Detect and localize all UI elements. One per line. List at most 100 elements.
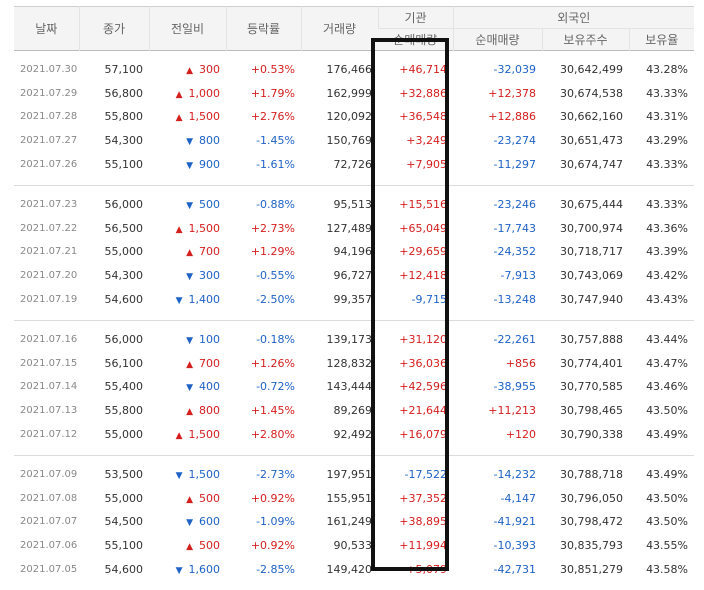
foreign-net-cell: -42,731 [493,562,536,576]
date-cell: 2021.07.12 [20,428,78,440]
foreign-net-cell: -23,274 [493,134,536,148]
volume-cell: 90,533 [333,538,373,552]
change-cell: ▲ 500 [149,534,226,558]
close-cell: 56,000 [104,333,144,347]
foreign-net-cell: -32,039 [493,63,536,77]
holdings-cell: 30,700,974 [560,221,623,235]
change-cell: ▼ 1,500 [149,463,226,487]
holdings-cell: 30,642,499 [560,63,623,77]
volume-cell: 128,832 [326,356,373,370]
institution-net-cell: +37,352 [399,491,447,505]
rate-cell: -2.50% [256,292,295,306]
close-cell: 56,100 [104,356,144,370]
holdings-cell: 30,798,472 [560,515,623,529]
change-value: 1,600 [188,562,221,576]
down-triangle-icon: ▼ [175,295,183,306]
holding-rate-cell: 43.46% [646,380,689,394]
institution-net-cell: +46,714 [399,63,447,77]
change-cell: ▲ 700 [149,352,226,376]
table-row: 2021.07.22 56,500 ▲ 1,500 +2.73% 127,489 +65,0… [14,217,694,241]
holding-rate-cell: 43.43% [646,292,689,306]
header-holdings: 보유주수 [541,28,629,51]
change-value: 500 [199,491,220,505]
foreign-net-cell: -23,246 [493,198,536,212]
date-cell: 2021.07.28 [20,111,78,123]
up-triangle-icon: ▲ [175,89,183,100]
date-cell: 2021.07.07 [20,516,78,528]
header-volume: 거래량 [300,6,378,51]
change-value: 1,500 [188,110,221,124]
change-cell: ▼ 500 [149,193,226,217]
institution-net-cell: +16,079 [399,427,447,441]
down-triangle-icon: ▼ [186,201,193,212]
close-cell: 55,000 [104,427,144,441]
foreign-net-cell: +120 [505,427,536,441]
group-divider [14,310,695,321]
holdings-cell: 30,675,444 [560,198,623,212]
holding-rate-cell: 43.55% [646,538,689,552]
change-value: 800 [199,134,220,148]
down-triangle-icon: ▼ [186,336,193,347]
down-triangle-icon: ▼ [175,471,183,482]
change-value: 300 [199,269,220,283]
up-triangle-icon: ▲ [175,430,183,441]
close-cell: 55,800 [104,110,144,124]
holdings-cell: 30,674,747 [560,157,623,171]
holding-rate-cell: 43.36% [646,221,689,235]
header-date: 날짜 [14,6,79,51]
holding-rate-cell: 43.42% [646,269,689,283]
change-value: 600 [199,515,220,529]
volume-cell: 92,492 [333,427,373,441]
close-cell: 55,100 [104,538,144,552]
date-cell: 2021.07.15 [20,357,78,369]
up-triangle-icon: ▲ [186,248,193,259]
institution-net-cell: +32,886 [399,86,447,100]
close-cell: 54,300 [104,269,144,283]
foreign-net-cell: -17,743 [493,221,536,235]
institution-net-cell: +15,516 [399,198,447,212]
institution-net-cell: +31,120 [399,333,447,347]
rate-cell: -0.55% [256,269,295,283]
table-row: 2021.07.27 54,300 ▼ 800 -1.45% 150,769 +3,249 -… [14,129,694,153]
volume-cell: 162,999 [326,86,373,100]
institution-net-cell: -9,715 [411,292,447,306]
up-triangle-icon: ▲ [175,224,183,235]
header-foreign-net: 순매매량 [452,28,542,51]
date-cell: 2021.07.30 [20,64,78,76]
change-cell: ▼ 400 [149,375,226,399]
holdings-cell: 30,662,160 [560,110,623,124]
foreign-net-cell: -4,147 [500,491,536,505]
change-cell: ▼ 300 [149,264,226,288]
table-row: 2021.07.30 57,100 ▲ 300 +0.53% 176,466 +46,714… [14,58,694,82]
foreign-net-cell: -38,955 [493,380,536,394]
rate-cell: +0.53% [250,63,295,77]
close-cell: 54,600 [104,562,144,576]
holdings-cell: 30,835,793 [560,538,623,552]
foreign-net-cell: -14,232 [493,468,536,482]
change-cell: ▲ 1,500 [149,105,226,129]
group-spacer [14,51,694,59]
date-cell: 2021.07.05 [20,563,78,575]
table-row: 2021.07.16 56,000 ▼ 100 -0.18% 139,173 +31,120… [14,328,694,352]
volume-cell: 127,489 [326,221,373,235]
rate-cell: -1.61% [256,157,295,171]
header-inst-net: 순매매량 [378,28,453,51]
date-cell: 2021.07.22 [20,222,78,234]
change-value: 300 [199,63,220,77]
change-cell: ▲ 1,500 [149,422,226,446]
rate-cell: -0.18% [256,333,295,347]
change-cell: ▲ 500 [149,487,226,511]
group-spacer [14,185,694,193]
rate-cell: +2.76% [250,110,295,124]
rate-cell: -1.09% [256,515,295,529]
volume-cell: 176,466 [326,63,373,77]
rate-cell: -2.85% [256,562,295,576]
institution-net-cell: +11,994 [399,538,447,552]
change-cell: ▼ 600 [149,510,226,534]
institution-net-cell: +38,895 [399,515,447,529]
change-value: 800 [199,404,220,418]
change-value: 500 [199,198,220,212]
rate-cell: -1.45% [256,134,295,148]
holding-rate-cell: 43.31% [646,110,689,124]
holding-rate-cell: 43.47% [646,356,689,370]
